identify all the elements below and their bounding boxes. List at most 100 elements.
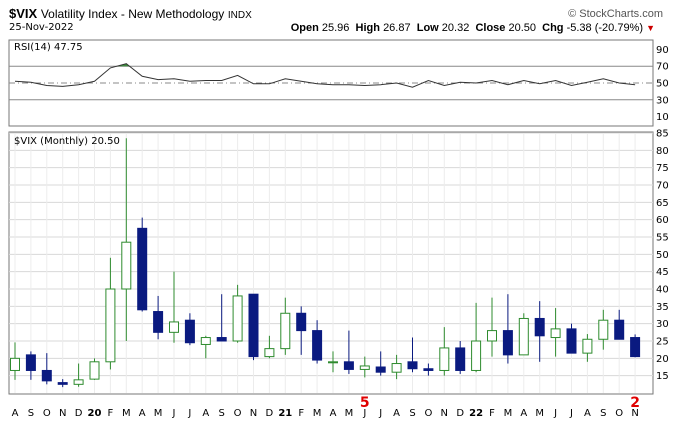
candle-body — [248, 293, 259, 358]
price-ytick-label: 30 — [656, 319, 669, 330]
x-tick-label: O — [615, 408, 623, 419]
candle — [105, 257, 116, 370]
chart-date: 25-Nov-2022 — [9, 22, 74, 33]
candle-body — [630, 337, 641, 358]
exchange: INDX — [227, 10, 252, 21]
x-tick-label: A — [584, 408, 591, 419]
price-ytick-label: 70 — [656, 181, 669, 192]
candle-body — [57, 382, 68, 385]
candle — [153, 295, 164, 340]
candle-body — [375, 366, 386, 373]
price-ytick-label: 85 — [656, 129, 669, 140]
candle — [264, 335, 275, 359]
candle — [502, 294, 513, 364]
x-tick-label: A — [393, 408, 400, 419]
candle — [375, 351, 386, 376]
close-value: 20.50 — [508, 22, 536, 34]
candle — [550, 308, 561, 357]
rsi-ytick-label: 10 — [656, 112, 669, 123]
x-tick-label: N — [250, 408, 257, 419]
price-ytick-label: 60 — [656, 215, 669, 226]
candle — [391, 354, 402, 380]
chg-label: Chg — [542, 22, 564, 34]
candle — [534, 301, 545, 362]
candle-body — [455, 347, 466, 371]
candle-body — [137, 227, 148, 311]
candle-body — [566, 328, 577, 354]
price-ytick-label: 25 — [656, 337, 669, 348]
candle-body — [184, 319, 195, 344]
low-value: 20.32 — [441, 22, 470, 34]
candle-body — [232, 295, 243, 342]
candle — [343, 330, 354, 374]
x-tick-label: N — [441, 408, 448, 419]
candle — [121, 138, 132, 341]
candle — [137, 217, 148, 312]
rsi-ytick-label: 70 — [656, 62, 669, 73]
candle — [439, 327, 450, 376]
chg-value: -5.38 (-20.79%) — [566, 22, 644, 34]
candle — [89, 358, 100, 380]
x-tick-label: J — [362, 408, 366, 419]
chart-header: $VIX Volatility Index - New Methodology … — [0, 0, 673, 40]
x-tick-label: M — [122, 408, 131, 419]
candle-body — [439, 347, 450, 371]
x-tick-label: 21 — [278, 408, 292, 419]
price-ytick-label: 45 — [656, 267, 669, 278]
x-tick-label: M — [345, 408, 354, 419]
candle-body — [73, 379, 84, 385]
candle-body — [343, 361, 354, 370]
candle — [312, 320, 323, 364]
x-tick-label: F — [298, 408, 304, 419]
x-tick-label: M — [313, 408, 322, 419]
x-tick-label: O — [424, 408, 432, 419]
candle — [10, 342, 20, 380]
candle — [200, 335, 211, 359]
candle — [328, 351, 338, 373]
candle-body — [407, 361, 418, 370]
candle — [57, 379, 68, 388]
x-tick-label: J — [172, 408, 176, 419]
open-label: Open — [290, 22, 319, 34]
candle — [471, 302, 482, 373]
x-tick-label: J — [569, 408, 573, 419]
candle-body — [614, 319, 625, 340]
candle-body — [550, 328, 561, 339]
x-tick-label: M — [535, 408, 544, 419]
rsi-label: RSI(14) 47.75 — [14, 42, 83, 53]
close-label: Close — [475, 22, 506, 34]
candle — [359, 356, 370, 378]
ohlc-summary: Open 25.96 High 26.87 Low 20.32 Close 20… — [291, 22, 655, 34]
high-value: 26.87 — [383, 22, 411, 34]
candle — [423, 363, 434, 376]
x-tick-label: S — [28, 408, 34, 419]
x-tick-label: O — [43, 408, 51, 419]
x-tick-label: S — [600, 408, 606, 419]
candle — [41, 353, 52, 385]
x-tick-label: J — [378, 408, 382, 419]
x-tick-label: F — [108, 408, 114, 419]
candle-body — [518, 317, 529, 356]
candle-body — [534, 317, 545, 337]
x-tick-label: A — [12, 408, 19, 419]
rsi-panel: 10 30 50 70 90 RSI(14) 47.75 — [8, 39, 669, 127]
x-tick-label: 22 — [469, 408, 483, 419]
price-ytick-label: 20 — [656, 354, 669, 365]
candle-body — [598, 319, 609, 340]
annotation-label: 5 — [360, 395, 370, 411]
candle — [518, 313, 529, 356]
price-ytick-label: 15 — [656, 371, 669, 382]
candle — [232, 284, 243, 343]
x-tick-label: D — [266, 408, 274, 419]
candle-body — [471, 340, 482, 371]
candle-body — [391, 363, 402, 373]
x-tick-label: S — [409, 408, 415, 419]
x-tick-label: J — [553, 408, 557, 419]
candle — [25, 351, 36, 380]
candle — [184, 313, 195, 346]
high-label: High — [355, 22, 380, 34]
price-ytick-label: 65 — [656, 198, 669, 209]
x-tick-label: D — [456, 408, 464, 419]
x-tick-label: A — [202, 408, 209, 419]
